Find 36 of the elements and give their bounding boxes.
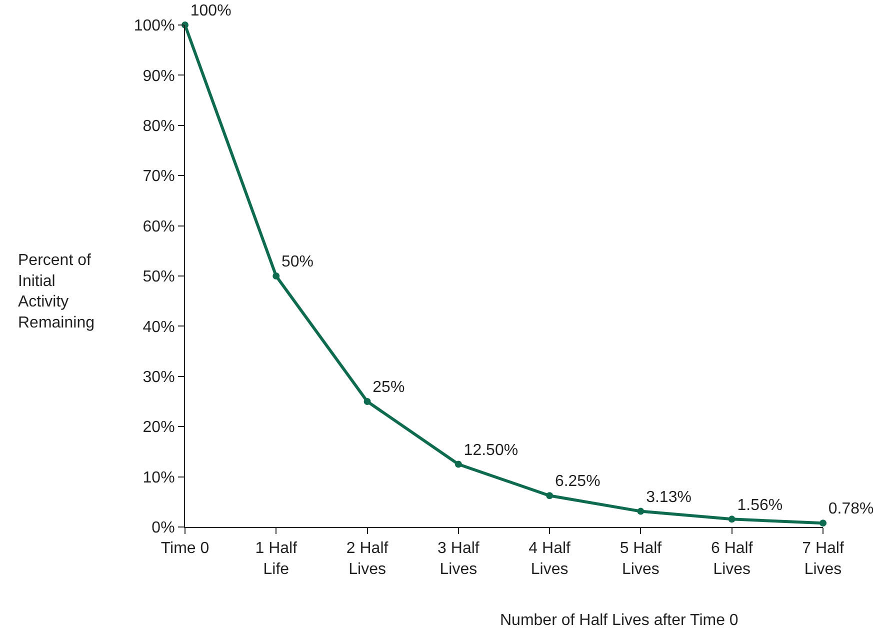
x-tick-label: 5 Half Lives	[620, 540, 662, 578]
y-tick-label: 0%	[152, 520, 175, 537]
point	[820, 520, 826, 527]
x-tick-label: Time 0	[160, 540, 210, 558]
y-tick-label: 60%	[142, 218, 175, 236]
point	[637, 508, 644, 515]
point	[546, 492, 554, 500]
data-label: 3.13%	[646, 488, 692, 506]
point	[272, 272, 280, 280]
y-tick-label: 20%	[142, 419, 175, 436]
x-tick-label: 1 Half Life	[255, 540, 298, 578]
y-tick-label: 40%	[142, 318, 175, 336]
x-axis-title: Number of Half Lives after Time 0	[500, 612, 738, 629]
point	[728, 516, 736, 523]
y-tick-label: 100%	[134, 18, 175, 35]
data-label: 1.56%	[737, 496, 783, 514]
point	[364, 398, 371, 405]
y-tick-label: 50%	[142, 268, 175, 286]
y-tick-label: 10%	[142, 469, 175, 486]
data-label: 50%	[282, 254, 314, 271]
x-tick-label: 2 Half Lives	[346, 540, 389, 578]
data-label: 6.25%	[554, 473, 600, 490]
y-axis-title: Percent of Initial Activity Remaining	[18, 252, 94, 332]
x-tick-label: 7 Half Lives	[802, 540, 844, 578]
y-tick-label: 70%	[142, 168, 175, 186]
x-tick-label: 6 Half Lives	[710, 540, 754, 578]
point	[454, 460, 462, 468]
y-tick-label: 30%	[142, 369, 175, 386]
data-label: 100%	[190, 2, 232, 20]
data-label: 25%	[372, 379, 405, 396]
y-tick-label: 80%	[142, 118, 175, 135]
data-label: 12.50%	[464, 442, 518, 459]
data-label: 0.78%	[828, 500, 873, 518]
y-tick-label: 90%	[142, 68, 175, 85]
x-tick-label: 4 Half Lives	[528, 540, 572, 578]
x-tick-label: 3 Half Lives	[438, 540, 480, 578]
